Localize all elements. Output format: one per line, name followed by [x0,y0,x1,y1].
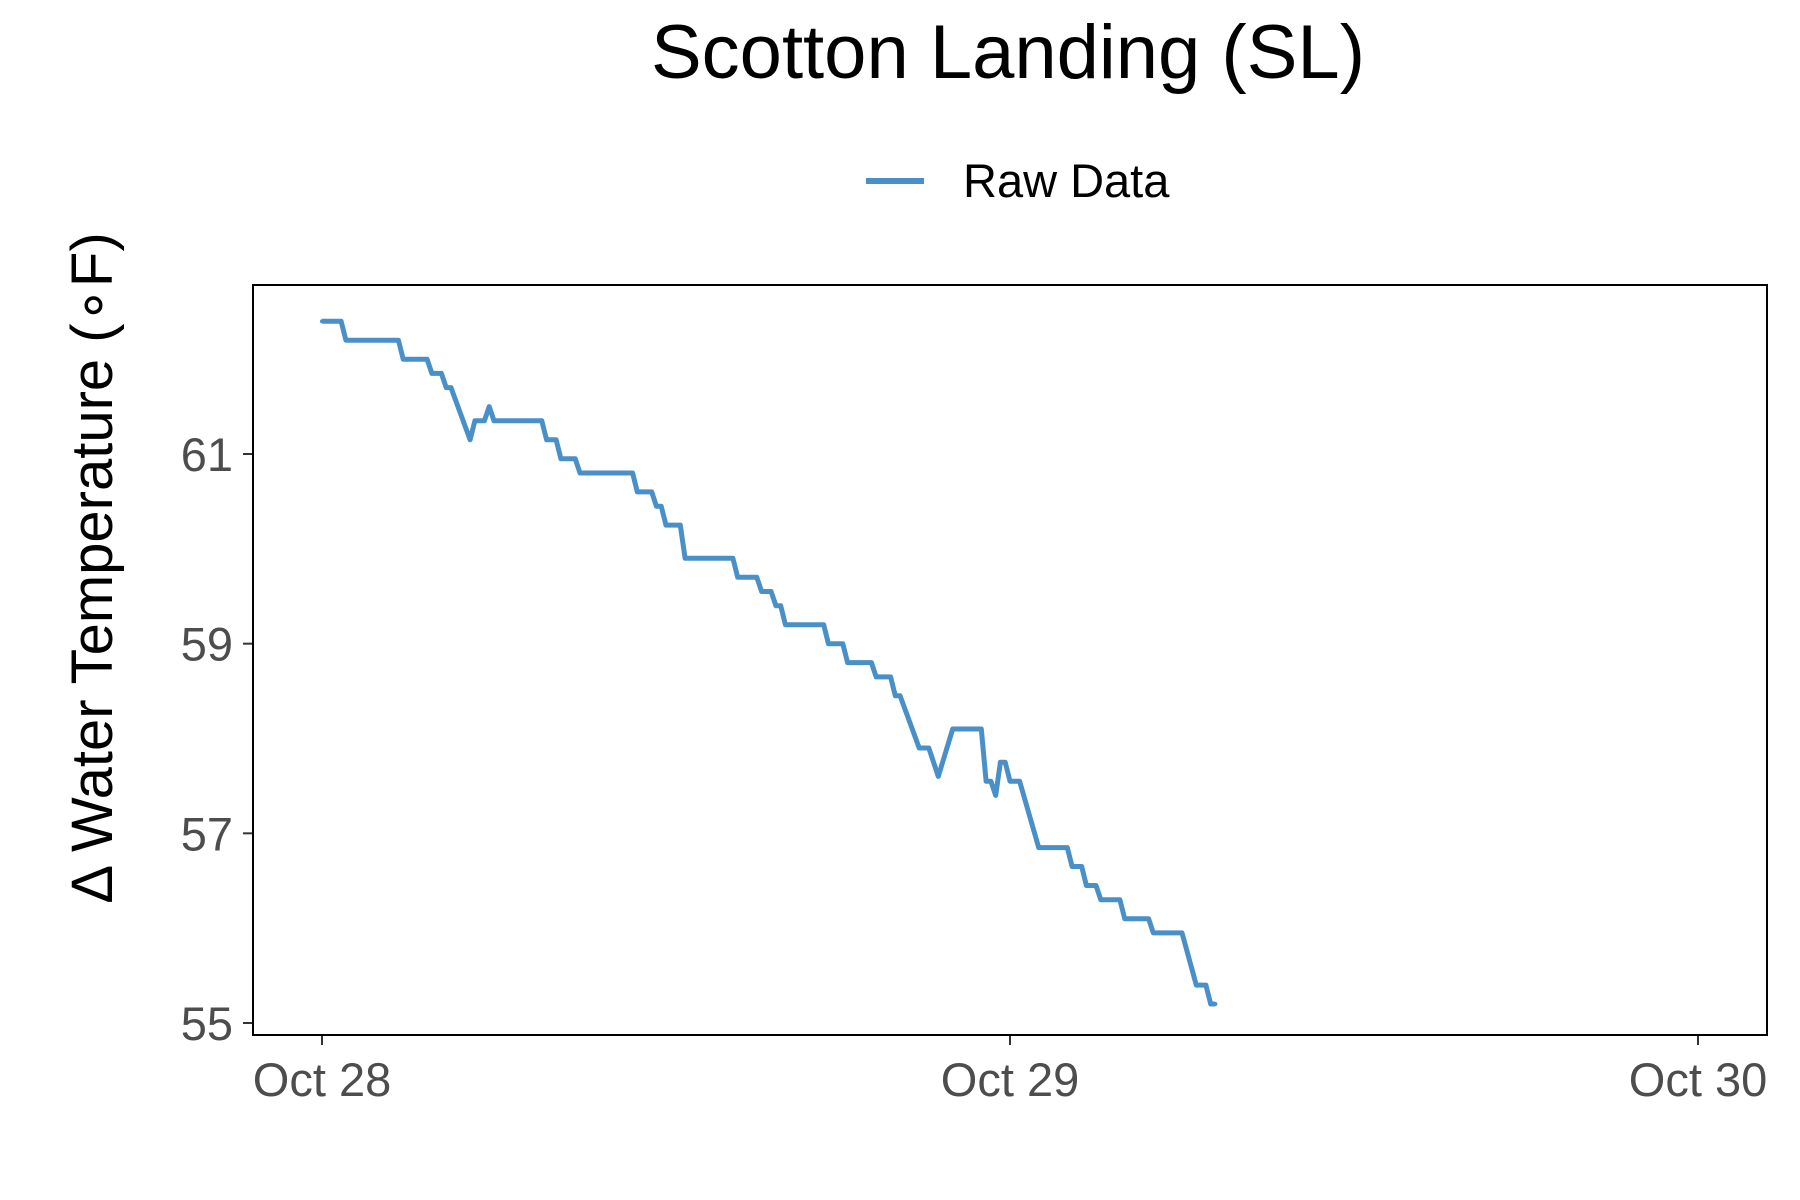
data-point-raw-data [649,489,654,494]
data-point-raw-data [1070,864,1075,869]
data-point-raw-data [683,556,688,561]
y-tick-label: 59 [181,618,233,671]
data-point-raw-data [578,471,582,475]
data-point-raw-data [893,693,898,698]
data-point-raw-data [1146,916,1151,921]
y-tick-label: 61 [181,428,233,481]
data-point-raw-data [573,456,578,461]
data-point-raw-data [988,779,993,784]
data-point-raw-data [1084,883,1089,888]
data-point-raw-data [1180,930,1184,935]
data-point-raw-data [635,489,640,494]
data-point-raw-data [1003,760,1008,765]
data-point-raw-data [773,603,778,608]
data-point-raw-data [778,603,783,608]
data-point-raw-data [343,338,348,343]
data-point-raw-data [840,641,845,646]
x-tick-label: Oct 30 [1629,1053,1767,1106]
data-point-raw-data [917,746,922,750]
data-point-raw-data [425,357,430,362]
x-axis: Oct 28 Oct 29 Oct 30 [253,1035,1767,1106]
data-point-raw-data [659,504,664,509]
data-point-raw-data [558,456,563,461]
data-point-raw-data [401,357,406,362]
data-point-raw-data [449,385,453,390]
data-point-raw-data [1017,779,1022,784]
data-point-raw-data [544,437,549,442]
data-point-raw-data [783,622,788,627]
data-point-raw-data [320,319,324,324]
data-point-raw-data [539,418,544,423]
data-point-raw-data [482,418,487,423]
data-point-raw-data [630,471,635,475]
data-point-raw-data [869,660,874,665]
data-point-raw-data [1213,1002,1218,1006]
data-point-raw-data [926,746,931,750]
data-point-raw-data [936,774,941,779]
data-point-raw-data [487,404,492,409]
data-point-raw-data [439,371,444,376]
data-point-raw-data [845,660,850,665]
data-point-raw-data [769,589,774,594]
data-point-raw-data [468,437,473,442]
y-axis-label: Δ Water Temperature (∘F) [60,232,125,903]
data-point-raw-data [664,523,668,528]
data-point-raw-data [1203,983,1208,988]
series-line-raw-data [322,318,1216,1007]
x-tick-label: Oct 28 [253,1053,391,1106]
data-point-raw-data [993,793,998,798]
data-point-raw-data [1036,845,1041,850]
data-point-raw-data [821,622,826,627]
data-point-raw-data [874,674,879,679]
data-point-raw-data [492,418,496,423]
data-point-raw-data [1079,864,1084,869]
data-point-raw-data [1117,897,1122,902]
data-point-raw-data [554,437,559,442]
data-point-raw-data [888,674,893,679]
data-point-raw-data [472,418,477,423]
data-point-raw-data [396,338,401,343]
data-point-raw-data [979,727,984,731]
data-point-raw-data [1122,916,1127,921]
legend: Raw Data [866,154,1170,207]
data-point-raw-data [735,575,740,580]
x-tick-label: Oct 29 [941,1053,1079,1106]
series-points-raw-data [320,319,1218,1006]
data-point-raw-data [730,556,735,561]
data-point-raw-data [1094,883,1098,888]
legend-label-raw-data: Raw Data [963,154,1170,207]
data-point-raw-data [998,760,1003,765]
data-point-raw-data [339,319,344,324]
data-point-raw-data [1098,897,1103,902]
data-point-raw-data [678,523,683,528]
y-tick-label: 55 [181,997,233,1050]
plot-panel-border [252,284,1768,1036]
data-point-raw-data [1208,1002,1213,1006]
y-tick-label: 57 [181,807,233,860]
data-point-raw-data [950,727,955,731]
y-axis: 55 57 59 61 [181,428,253,1050]
data-point-raw-data [1194,983,1199,988]
data-point-raw-data [654,504,659,509]
data-point-raw-data [898,693,903,698]
data-point-raw-data [429,371,434,376]
data-point-raw-data [444,385,449,390]
data-point-raw-data [1008,779,1012,784]
data-point-raw-data [826,641,831,646]
data-point-raw-data [759,589,764,594]
data-point-raw-data [1065,845,1070,850]
chart-title: Scotton Landing (SL) [651,10,1365,95]
data-point-raw-data [1151,930,1156,935]
data-point-raw-data [984,779,989,784]
data-point-raw-data [754,575,759,580]
